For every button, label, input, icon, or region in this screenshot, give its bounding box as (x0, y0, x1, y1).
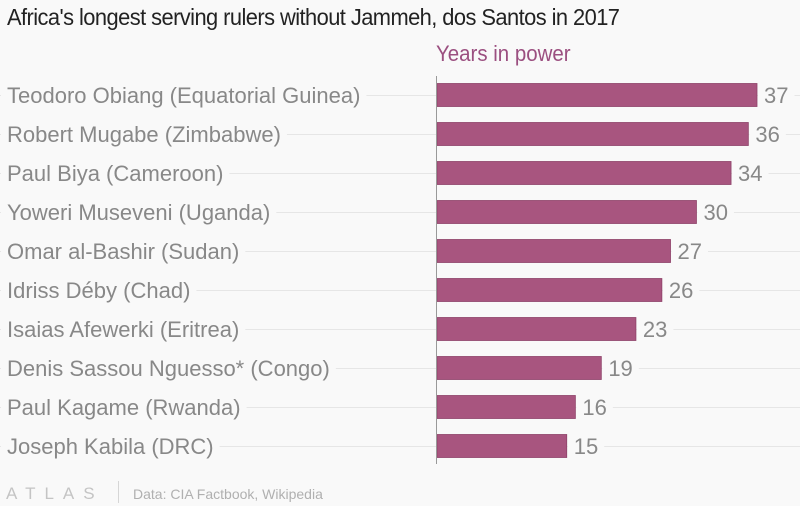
label-background (1, 122, 287, 147)
bar (436, 161, 732, 185)
label-background (662, 278, 700, 303)
value-label: 15 (574, 434, 598, 459)
label-background (671, 239, 708, 264)
label-background (1, 83, 367, 108)
value-label: 36 (755, 122, 779, 147)
value-label: 30 (703, 200, 727, 225)
label-background (1, 200, 277, 225)
category-label: Robert Mugabe (Zimbabwe) (7, 122, 281, 147)
category-label: Teodoro Obiang (Equatorial Guinea) (7, 83, 360, 108)
category-label: Denis Sassou Nguesso* (Congo) (7, 356, 330, 381)
label-background (758, 83, 795, 108)
value-label: 19 (608, 356, 632, 381)
bar (436, 395, 576, 419)
category-label: Idriss Déby (Chad) (7, 278, 190, 303)
label-background (1, 278, 197, 303)
chart-title: Africa's longest serving rulers without … (7, 4, 620, 30)
label-background (567, 434, 605, 459)
value-label: 37 (764, 83, 788, 108)
label-background (1, 434, 220, 459)
category-label: Isaias Afewerki (Eritrea) (7, 317, 239, 342)
bar (436, 83, 758, 107)
label-background (576, 395, 613, 420)
value-label: 23 (643, 317, 667, 342)
series-label: Years in power (436, 41, 571, 66)
value-label: 27 (678, 239, 702, 264)
label-background (1, 356, 336, 381)
category-label: Paul Biya (Cameroon) (7, 161, 223, 186)
category-label: Yoweri Museveni (Uganda) (7, 200, 270, 225)
value-label: 34 (738, 161, 762, 186)
footer-divider (118, 481, 119, 503)
label-background (1, 239, 246, 264)
label-background (1, 161, 230, 186)
category-label: Paul Kagame (Rwanda) (7, 395, 241, 420)
category-label: Omar al-Bashir (Sudan) (7, 239, 239, 264)
bar (436, 278, 663, 302)
category-label: Joseph Kabila (DRC) (7, 434, 214, 459)
label-background (732, 161, 769, 186)
label-background (697, 200, 734, 225)
value-label: 16 (582, 395, 606, 420)
label-background (1, 395, 247, 420)
value-label: 26 (669, 278, 693, 303)
bar (436, 239, 671, 263)
bar (436, 122, 749, 146)
bar (436, 434, 568, 458)
data-source: Data: CIA Factbook, Wikipedia (133, 486, 323, 502)
bar (436, 200, 697, 224)
label-background (602, 356, 639, 381)
atlas-logo: ATLAS (6, 484, 104, 503)
label-background (749, 122, 786, 147)
label-background (636, 317, 674, 342)
bar (436, 317, 637, 341)
label-background (1, 317, 246, 342)
bar (436, 356, 602, 380)
